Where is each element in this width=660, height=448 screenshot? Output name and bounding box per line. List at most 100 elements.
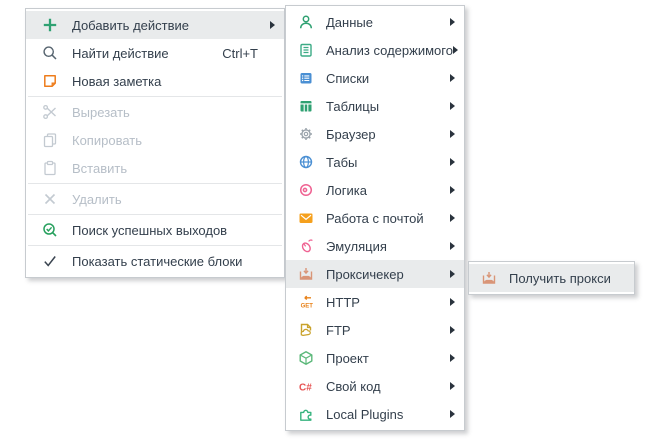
submenu-item-ftp[interactable]: FTP: [286, 316, 464, 344]
submenu-item-label: Эмуляция: [326, 238, 387, 254]
menu-item-label: Добавить действие: [72, 17, 189, 33]
search-check-icon: [36, 221, 64, 239]
menu-item-label: Копировать: [72, 132, 142, 148]
menu-item-label: Вставить: [72, 160, 128, 176]
menu-item-label: Поиск успешных выходов: [72, 222, 228, 238]
submenu-item-label: Табы: [326, 154, 358, 170]
submenu-arrow-icon: [450, 130, 455, 138]
menu-item-new-note[interactable]: Новая заметка: [26, 67, 284, 95]
http-get-icon: GET: [292, 293, 320, 311]
submenu-arrow-icon: [450, 298, 455, 306]
menu-separator: [28, 214, 282, 215]
proxychecker-submenu: Получить прокси: [468, 261, 635, 295]
submenu-item-label: Проект: [326, 350, 369, 366]
svg-text:C#: C#: [299, 383, 312, 394]
submenu-item-label: HTTP: [326, 294, 360, 310]
submenu-item-label: Логика: [326, 182, 367, 198]
submenu-arrow-icon: [450, 186, 455, 194]
submenu-item-local-plugins[interactable]: Local Plugins: [286, 400, 464, 428]
submenu-item-content-analysis[interactable]: Анализ содержимого: [286, 36, 464, 64]
list-icon: [292, 69, 320, 87]
submenu-item-label: Списки: [326, 70, 370, 86]
submenu-item-emulation[interactable]: Эмуляция: [286, 232, 464, 260]
menu-item-search-success-exits[interactable]: Поиск успешных выходов: [26, 216, 284, 244]
cube-icon: [292, 349, 320, 367]
submenu-item-mail[interactable]: Работа с почтой: [286, 204, 464, 232]
submenu-arrow-icon: [450, 270, 455, 278]
submenu-item-browser[interactable]: Браузер: [286, 120, 464, 148]
menu-item-label: Найти действие: [72, 45, 169, 61]
submenu-item-label: Данные: [326, 14, 373, 30]
menu-separator: [28, 245, 282, 246]
gear-icon: [292, 125, 320, 143]
submenu-item-label: FTP: [326, 322, 351, 338]
submenu-item-label: Свой код: [326, 378, 381, 394]
menu-item-label: Вырезать: [72, 104, 130, 120]
submenu-item-tabs[interactable]: Табы: [286, 148, 464, 176]
scissors-icon: [36, 103, 64, 121]
menu-item-add-action[interactable]: Добавить действие: [26, 11, 284, 39]
menu-item-label: Удалить: [72, 191, 122, 207]
document-lines-icon: [292, 41, 320, 59]
search-icon: [36, 44, 64, 62]
menu-item-paste: Вставить: [26, 154, 284, 182]
submenu-item-label: Проксичекер: [326, 266, 404, 282]
actions-submenu: Данные Анализ содержимого Списки Таблицы: [285, 5, 465, 431]
submenu-item-tables[interactable]: Таблицы: [286, 92, 464, 120]
paste-icon: [36, 159, 64, 177]
submenu-item-logic[interactable]: Логика: [286, 176, 464, 204]
submenu-item-data[interactable]: Данные: [286, 8, 464, 36]
csharp-icon: C#: [292, 377, 320, 395]
note-icon: [36, 72, 64, 90]
submenu-arrow-icon: [450, 18, 455, 26]
mouse-icon: [292, 237, 320, 255]
menu-separator: [28, 183, 282, 184]
globe-icon: [292, 153, 320, 171]
submenu-arrow-icon: [450, 354, 455, 362]
context-menu: Добавить действие Найти действие Ctrl+T …: [25, 8, 285, 278]
puzzle-icon: [292, 405, 320, 423]
menu-item-label: Показать статические блоки: [72, 253, 243, 269]
submenu-item-get-proxy[interactable]: Получить прокси: [469, 264, 634, 292]
delete-x-icon: [36, 190, 64, 208]
copy-icon: [36, 131, 64, 149]
menu-item-delete: Удалить: [26, 185, 284, 213]
submenu-arrow-icon: [450, 326, 455, 334]
menu-item-find-action[interactable]: Найти действие Ctrl+T: [26, 39, 284, 67]
submenu-arrow-icon: [450, 158, 455, 166]
submenu-arrow-icon: [270, 21, 275, 29]
submenu-arrow-icon: [450, 214, 455, 222]
table-icon: [292, 97, 320, 115]
shortcut-label: Ctrl+T: [222, 45, 258, 61]
submenu-item-http[interactable]: GET HTTP: [286, 288, 464, 316]
submenu-arrow-icon: [450, 74, 455, 82]
submenu-item-label: Работа с почтой: [326, 210, 424, 226]
ftp-cloud-doc-icon: [292, 321, 320, 339]
checkmark-icon: [36, 252, 64, 270]
menu-item-label: Новая заметка: [72, 73, 162, 89]
menu-item-cut: Вырезать: [26, 98, 284, 126]
submenu-item-label: Браузер: [326, 126, 376, 142]
submenu-item-lists[interactable]: Списки: [286, 64, 464, 92]
submenu-arrow-icon: [450, 102, 455, 110]
menu-separator: [28, 96, 282, 97]
submenu-item-label: Local Plugins: [326, 406, 404, 422]
submenu-arrow-icon: [450, 382, 455, 390]
submenu-item-proxychecker[interactable]: Проксичекер: [286, 260, 464, 288]
add-plus-icon: [36, 16, 64, 34]
submenu-arrow-icon: [452, 46, 458, 54]
submenu-item-label: Анализ содержимого: [326, 42, 453, 58]
submenu-item-project[interactable]: Проект: [286, 344, 464, 372]
proxy-tray-icon: [475, 269, 503, 287]
mail-icon: [292, 209, 320, 227]
proxy-tray-icon: [292, 265, 320, 283]
submenu-item-custom-code[interactable]: C# Свой код: [286, 372, 464, 400]
submenu-arrow-icon: [450, 242, 455, 250]
user-icon: [292, 13, 320, 31]
submenu-item-label: Получить прокси: [509, 270, 611, 286]
circle-dot-icon: [292, 181, 320, 199]
menu-item-show-static-blocks[interactable]: Показать статические блоки: [26, 247, 284, 275]
submenu-item-label: Таблицы: [326, 98, 380, 114]
svg-text:GET: GET: [301, 304, 314, 310]
